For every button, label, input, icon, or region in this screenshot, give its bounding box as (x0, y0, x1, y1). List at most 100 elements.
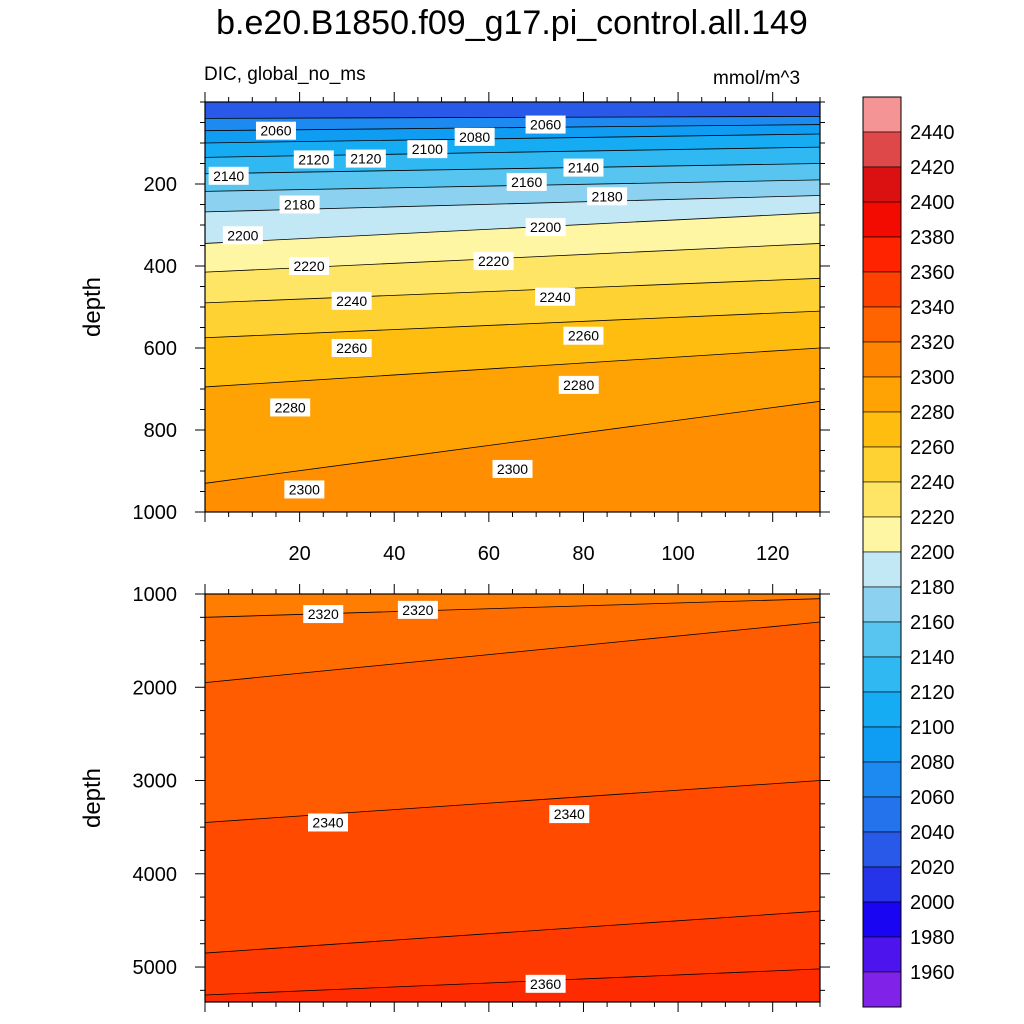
contour-line (204, 115, 821, 119)
contour-label: 2300 (284, 480, 325, 499)
colorbar-box (862, 656, 902, 693)
colorbar-label: 2300 (910, 367, 955, 389)
contour-label-box (473, 252, 514, 271)
colorbar-label: 2080 (910, 752, 955, 774)
contour-label-box (587, 187, 628, 206)
contour-label-box (558, 375, 599, 394)
contour-label-box (397, 600, 438, 619)
contour-label-box (279, 195, 320, 214)
contour-label-box (506, 172, 547, 191)
contour-band (205, 621, 820, 823)
contour-band (205, 179, 820, 212)
y-tick-label: 600 (144, 338, 177, 360)
colorbar-box (862, 201, 902, 238)
contour-band (205, 348, 820, 484)
contour-band (205, 243, 820, 303)
contour-label: 2240 (331, 291, 372, 310)
x-tick-label: 60 (478, 543, 500, 565)
contour-line (204, 310, 821, 339)
contour-label-text: 2260 (568, 328, 599, 344)
contour-label-text: 2140 (568, 160, 599, 176)
y-axis-title: depth (79, 768, 106, 828)
y-tick-label: 400 (144, 256, 177, 278)
colorbar-box (862, 376, 902, 413)
contour-band (205, 780, 820, 954)
contour-line (204, 163, 821, 175)
contour-label-text: 2180 (284, 197, 315, 213)
contour-band (205, 278, 820, 338)
colorbar-box (862, 341, 902, 378)
contour-label: 2060 (255, 121, 296, 140)
colorbar-box (862, 131, 902, 168)
contour-label-box (563, 326, 604, 345)
contour-label: 2260 (331, 339, 372, 357)
contour-label-box (293, 150, 334, 169)
colorbar: 2440 2420 2400 2380 2360 2340 2320 2300 2280 2260… (862, 96, 955, 1008)
contour-line (204, 212, 821, 244)
top-panel: 20 40 60 80 100 120 200 400 600 800 1000 depth 2060 2… (79, 92, 830, 565)
colorbar-label: 2000 (910, 892, 955, 914)
contour-label-text: 2300 (497, 461, 528, 477)
contour-label-text: 2340 (554, 806, 585, 822)
contour-label: 2320 (303, 605, 344, 624)
contour-label: 2360 (525, 974, 566, 993)
contour-label-text: 2200 (530, 219, 561, 235)
colorbar-label: 2260 (910, 437, 955, 459)
colorbar-box (862, 551, 902, 588)
contour-label-box (492, 459, 533, 478)
colorbar-label: 2180 (910, 577, 955, 599)
contour-label-text: 2220 (478, 253, 509, 269)
contour-line (204, 968, 821, 996)
contour-label: 2120 (293, 150, 334, 169)
colorbar-label: 2360 (910, 262, 955, 284)
colorbar-box (862, 446, 902, 483)
contour-line (204, 780, 821, 823)
units-subtitle: mmol/m^3 (713, 68, 801, 89)
contour-label: 2240 (535, 287, 576, 306)
contour-label-text: 2280 (563, 377, 594, 393)
colorbar-label: 2280 (910, 402, 955, 424)
contour-label-text: 2340 (312, 814, 343, 830)
contour-label: 2280 (270, 398, 311, 417)
contour-label-box (303, 605, 344, 624)
y-tick-label: 4000 (133, 864, 178, 886)
colorbar-label: 2420 (910, 157, 955, 179)
contour-label-box (331, 291, 372, 310)
bottom-panel: 1000 2000 3000 4000 5000 depth 2320 2320 2340 234… (79, 584, 830, 1012)
colorbar-box (862, 726, 902, 763)
contour-band (205, 598, 820, 683)
colorbar-box (862, 866, 902, 903)
y-tick-label: 1000 (133, 502, 178, 524)
contour-label-box (255, 121, 296, 140)
colorbar-box (862, 831, 902, 868)
colorbar-label: 2220 (910, 507, 955, 529)
colorbar-label: 2380 (910, 227, 955, 249)
contour-label: 2340 (549, 805, 590, 824)
contour-label-box (345, 149, 386, 168)
chart-title: b.e20.B1850.f09_g17.pi_control.all.149 (216, 4, 808, 42)
colorbar-box (862, 306, 902, 343)
contour-label-text: 2060 (260, 123, 291, 139)
contour-label-box (284, 480, 325, 499)
colorbar-label: 2160 (910, 612, 955, 634)
contour-label: 2140 (563, 158, 604, 177)
contour-label-box (525, 974, 566, 993)
colorbar-label: 1960 (910, 962, 955, 984)
colorbar-box (862, 761, 902, 798)
colorbar-label: 2040 (910, 822, 955, 844)
colorbar-label: 2100 (910, 717, 955, 739)
contour-band (205, 311, 820, 387)
contour-label-text: 2300 (289, 481, 320, 497)
colorbar-label: 2320 (910, 332, 955, 354)
contour-label-box (289, 257, 330, 275)
contour-label: 2080 (454, 127, 495, 146)
colorbar-box (862, 166, 902, 203)
contour-label-text: 2120 (350, 151, 381, 167)
contour-label-box (331, 339, 372, 357)
contour-label-text: 2240 (336, 293, 367, 309)
contour-label: 2300 (492, 459, 533, 478)
contour-line (204, 133, 821, 144)
contour-band (205, 116, 820, 131)
contour-label: 2260 (563, 326, 604, 345)
